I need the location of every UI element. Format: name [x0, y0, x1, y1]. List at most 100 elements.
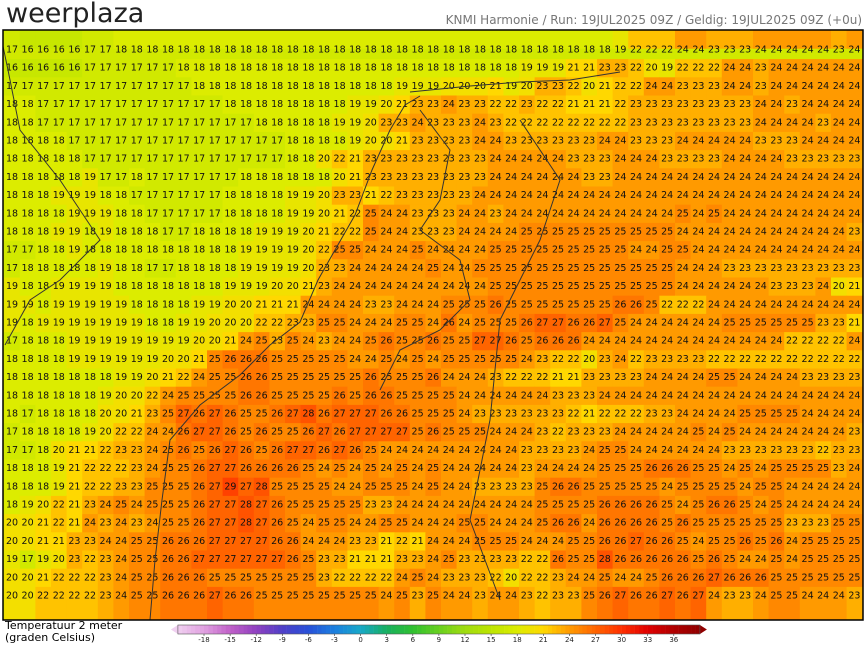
colorbar-tick-label: -9	[279, 636, 286, 644]
temperature-cell	[846, 30, 863, 49]
temperature-label: 25	[770, 409, 782, 420]
temperature-label: 23	[833, 463, 845, 474]
temperature-cell	[768, 113, 785, 133]
temperature-cell	[628, 350, 645, 369]
temperature-label: 22	[380, 572, 392, 583]
temperature-label: 23	[84, 500, 96, 511]
temperature-cell	[66, 77, 83, 96]
colorbar-segment	[647, 625, 653, 634]
temperature-label: 26	[599, 518, 611, 529]
temperature-cell	[175, 241, 192, 260]
temperature-label: 23	[770, 281, 782, 292]
temperature-label: 26	[614, 536, 626, 547]
temperature-label: 18	[22, 390, 34, 401]
temperature-cell	[207, 150, 224, 169]
temperature-label: 26	[271, 518, 283, 529]
temperature-label: 17	[178, 190, 190, 201]
temperature-label: 22	[100, 481, 112, 492]
temperature-label: 24	[833, 500, 845, 511]
temperature-label: 25	[583, 299, 595, 310]
temperature-cell	[238, 332, 255, 351]
temperature-cell	[300, 150, 317, 169]
colorbar-segment	[547, 625, 553, 634]
temperature-label: 23	[708, 117, 720, 128]
temperature-label: 24	[505, 154, 517, 165]
temperature-label: 27	[209, 500, 221, 511]
temperature-label: 24	[334, 481, 346, 492]
temperature-label: 20	[833, 281, 845, 292]
temperature-label: 25	[739, 409, 751, 420]
temperature-label: 25	[334, 318, 346, 329]
temperature-label: 23	[474, 409, 486, 420]
temperature-label: 22	[100, 463, 112, 474]
temperature-label: 18	[224, 63, 236, 74]
temperature-label: 21	[365, 190, 377, 201]
temperature-cell	[425, 204, 442, 224]
temperature-label: 23	[349, 536, 361, 547]
colorbar-segment	[534, 625, 540, 634]
temperature-label: 23	[583, 372, 595, 383]
temperature-label: 24	[817, 99, 829, 110]
temperature-cell	[565, 30, 582, 49]
temperature-label: 23	[100, 591, 112, 602]
temperature-label: 22	[115, 463, 127, 474]
temperature-label: 18	[37, 336, 49, 347]
temperature-label: 24	[833, 427, 845, 438]
temperature-cell	[472, 241, 489, 260]
temperature-label: 25	[599, 263, 611, 274]
temperature-cell	[581, 241, 598, 260]
temperature-label: 17	[115, 81, 127, 92]
temperature-label: 26	[677, 572, 689, 583]
temperature-label: 24	[755, 500, 767, 511]
temperature-cell	[19, 295, 36, 315]
logo[interactable]: weerplaza	[6, 0, 144, 29]
temperature-label: 26	[724, 500, 736, 511]
temperature-cell	[347, 295, 364, 315]
temperature-label: 25	[412, 427, 424, 438]
temperature-label: 26	[178, 554, 190, 565]
temperature-cell	[706, 186, 723, 206]
temperature-label: 24	[817, 190, 829, 201]
temperature-label: 24	[661, 372, 673, 383]
temperature-cell	[456, 95, 473, 115]
temperature-label: 24	[443, 500, 455, 511]
temperature-label: 24	[724, 172, 736, 183]
temperature-label: 24	[646, 172, 658, 183]
temperature-label: 24	[349, 463, 361, 474]
temperature-label: 19	[131, 318, 143, 329]
temperature-cell	[191, 59, 208, 78]
temperature-label: 25	[458, 427, 470, 438]
temperature-label: 26	[661, 554, 673, 565]
temperature-cell	[425, 30, 442, 49]
temperature-label: 23	[536, 445, 548, 456]
temperature-label: 24	[162, 427, 174, 438]
temperature-label: 24	[708, 227, 720, 238]
colorbar-segment	[304, 625, 309, 634]
temperature-cell	[784, 113, 801, 133]
temperature-cell	[425, 295, 442, 315]
temperature-cell	[643, 113, 660, 133]
temperature-label: 24	[755, 245, 767, 256]
temperature-label: 18	[349, 45, 361, 56]
temperature-cell	[550, 259, 567, 278]
temperature-label: 19	[256, 227, 268, 238]
temperature-label: 24	[521, 190, 533, 201]
temperature-label: 24	[724, 227, 736, 238]
temperature-label: 20	[318, 208, 330, 219]
temperature-label: 19	[256, 281, 268, 292]
temperature-label: 23	[568, 445, 580, 456]
temperature-label: 25	[505, 281, 517, 292]
temperature-cell	[456, 204, 473, 224]
temperature-label: 25	[443, 354, 455, 365]
temperature-label: 26	[318, 409, 330, 420]
temperature-cell	[846, 350, 863, 369]
temperature-label: 18	[22, 227, 34, 238]
temperature-label: 18	[22, 372, 34, 383]
temperature-cell	[721, 59, 738, 78]
temperature-label: 25	[365, 591, 377, 602]
temperature-cell	[721, 332, 738, 351]
temperature-label: 17	[146, 99, 158, 110]
temperature-cell	[815, 350, 832, 369]
temperature-label: 24	[443, 591, 455, 602]
temperature-label: 23	[724, 591, 736, 602]
